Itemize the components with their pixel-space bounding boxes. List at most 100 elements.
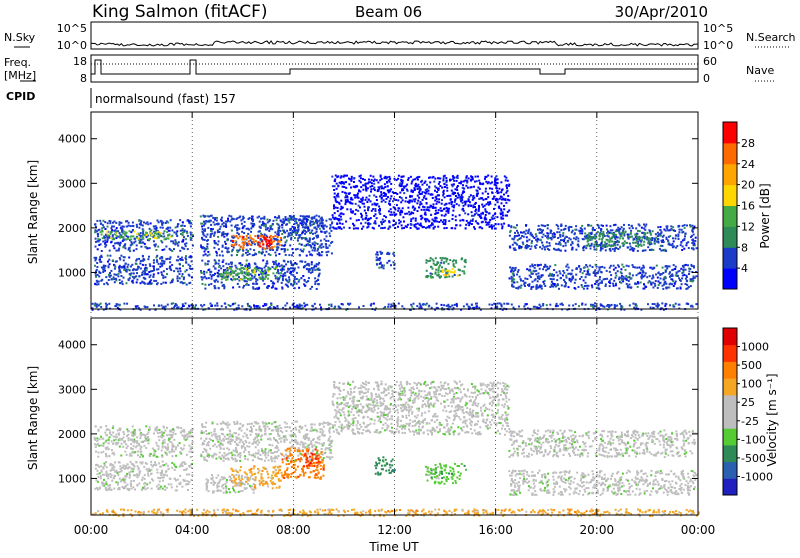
power-cell-4 [255,240,257,242]
power-cell-13 [683,271,685,273]
power-cell-12 [535,233,537,235]
power-cell-16 [395,199,397,201]
power-cell-16 [482,221,484,223]
power-cell-14 [602,244,604,246]
power-cell-16 [430,194,432,196]
velocity-cell-0 [95,451,97,453]
power-cell-7 [266,262,268,264]
power-cell-13 [598,266,600,268]
power-cell-16 [479,216,481,218]
power-cell-16 [399,214,401,216]
power-cell-13 [681,283,683,285]
power-cell-10 [428,260,430,262]
power-cell-16 [502,225,504,227]
power-cell-16 [453,177,455,179]
power-cell-16 [335,228,337,230]
power-cell-7 [313,267,315,269]
power-cell-2 [165,282,167,284]
power-cell-13 [610,274,612,276]
power-cell-2 [144,272,146,274]
power-cell-14 [633,238,635,240]
power-cell-12 [617,237,619,239]
power-cell-12 [614,250,616,252]
power-cell-0 [163,248,165,250]
power-cell-16 [501,202,503,204]
power-y-label: Slant Range [km] [26,160,40,264]
power-cell-0 [109,220,111,222]
power-cell-13 [601,271,603,273]
power-cell-3 [213,235,215,237]
power-cell-3 [200,215,202,217]
power-cell-16 [400,201,402,203]
station-title: King Salmon (fitACF) [92,2,268,22]
power-cell-15 [144,306,146,308]
power-cell-12 [547,227,549,229]
power-cell-13 [620,268,622,270]
power-cell-2 [179,263,181,265]
power-cell-16 [453,183,455,185]
power-cell-0 [174,239,176,241]
power-cell-13 [678,277,680,279]
power-cell-8 [245,273,247,275]
power-cell-16 [469,221,471,223]
power-cell-12 [627,247,629,249]
power-cell-16 [385,195,387,197]
power-cell-12 [665,250,667,252]
power-cell-1 [146,234,148,236]
power-cell-3 [207,239,209,241]
power-cell-15 [632,303,634,305]
power-cell-12 [611,229,613,231]
power-cell-16 [491,228,493,230]
power-cell-7 [211,278,213,280]
power-cell-16 [471,211,473,213]
power-cell-2 [177,280,179,282]
power-cell-7 [298,279,300,281]
power-cell-9 [378,258,380,260]
power-cell-16 [401,227,403,229]
power-cell-5 [266,239,268,241]
power-cell-14 [636,239,638,241]
power-cell-3 [329,245,331,247]
power-cell-7 [288,279,290,281]
power-cell-7 [282,288,284,290]
power-cell-3 [275,238,277,240]
power-cell-16 [443,175,445,177]
power-cell-16 [462,208,464,210]
power-cell-0 [116,227,118,229]
power-cell-0 [101,227,103,229]
velocity-cell-0 [112,427,114,429]
power-cell-8 [274,268,276,270]
power-cell-7 [316,280,318,282]
power-cell-10 [441,266,443,268]
power-cell-14 [605,244,607,246]
power-cell-16 [415,183,417,185]
power-cell-8 [262,272,264,274]
power-cell-16 [345,181,347,183]
power-cell-12 [557,225,559,227]
power-cell-16 [380,227,382,229]
power-cell-13 [513,275,515,277]
power-cell-16 [336,183,338,185]
power-cell-15 [388,303,390,305]
power-cell-14 [588,243,590,245]
power-cell-0 [175,233,177,235]
power-cell-6 [317,226,319,228]
power-cell-4 [248,240,250,242]
power-cell-16 [437,188,439,190]
power-cell-2 [166,268,168,270]
power-cell-0 [170,240,172,242]
power-cell-15 [363,305,365,307]
power-cell-13 [606,270,608,272]
power-cell-16 [402,207,404,209]
power-cell-16 [476,222,478,224]
power-cell-13 [571,269,573,271]
power-cell-3 [302,251,304,253]
power-cell-14 [594,234,596,236]
power-cell-14 [602,231,604,233]
power-cell-8 [258,269,260,271]
power-cell-16 [361,228,363,230]
power-cell-16 [398,208,400,210]
power-cell-0 [136,244,138,246]
power-cell-15 [172,302,174,304]
power-cell-0 [120,222,122,224]
